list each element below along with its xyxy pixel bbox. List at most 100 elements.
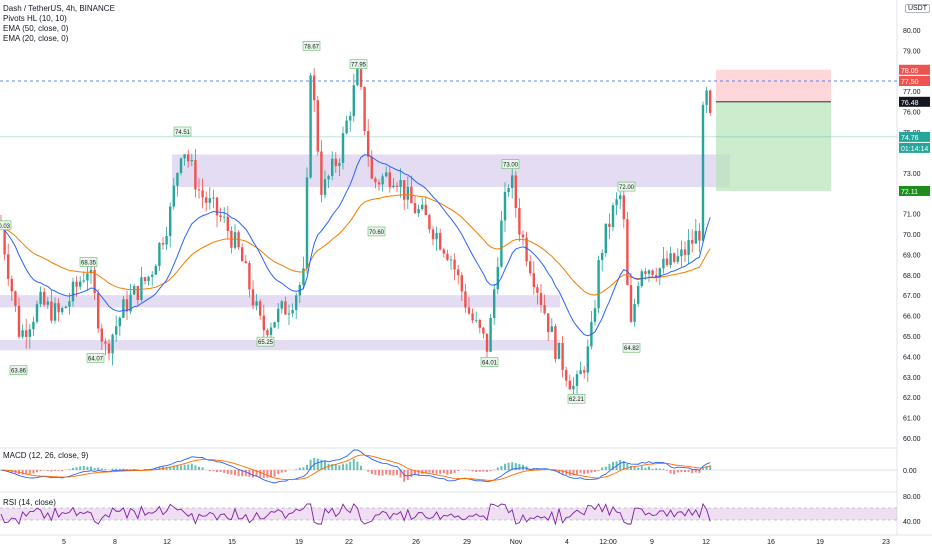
price-axis-tick: 68.00	[903, 273, 921, 280]
macd-histogram-bar	[454, 470, 456, 473]
pivot-label-text: 64.82	[624, 346, 640, 352]
price-axis-tick: 80.00	[903, 28, 921, 35]
candle-body	[183, 154, 185, 158]
candle-body	[216, 198, 218, 216]
time-axis-tick: 8	[113, 539, 117, 546]
candle-body	[439, 233, 441, 249]
candle-body	[525, 238, 527, 262]
macd-histogram-bar	[367, 470, 369, 472]
candle-body	[39, 292, 41, 304]
candle-body	[349, 116, 351, 120]
candle-body	[428, 215, 430, 229]
macd-histogram-bar	[230, 470, 232, 474]
candle-body	[191, 160, 193, 161]
candle-body	[353, 85, 355, 116]
candle-body	[320, 152, 322, 195]
candle-body	[551, 326, 553, 332]
candle-body	[482, 328, 484, 334]
price-tag-text: 78.05	[901, 68, 919, 75]
candle-body	[209, 198, 211, 203]
macd-histogram-bar	[598, 470, 600, 471]
pivot-label: 68.35	[80, 258, 97, 267]
pivot-label-text: 62.21	[569, 397, 585, 403]
macd-label: MACD (12, 26, close, 9)	[3, 451, 88, 460]
pivot-label-text: 64.01	[482, 361, 498, 367]
macd-histogram-bar	[518, 464, 520, 470]
macd-histogram-bar	[86, 467, 88, 470]
candle-body	[101, 328, 103, 341]
candle-body	[345, 121, 347, 134]
candle-body	[47, 301, 49, 304]
candle-body	[255, 301, 257, 305]
candle-body	[187, 154, 189, 161]
candle-body	[212, 198, 214, 199]
zone-upper	[172, 154, 730, 187]
macd-histogram-bar	[274, 470, 276, 477]
candle-body	[396, 186, 398, 187]
candle-body	[493, 289, 495, 318]
macd-histogram-bar	[306, 465, 308, 470]
macd-histogram-bar	[277, 470, 279, 474]
macd-histogram-bar	[202, 467, 204, 470]
candle-body	[464, 291, 466, 307]
macd-histogram-bar	[479, 470, 481, 472]
candle-body	[619, 195, 621, 199]
macd-histogram-bar	[436, 470, 438, 474]
candle-body	[705, 91, 707, 105]
candle-body	[176, 173, 178, 186]
price-axis-tick: 63.00	[903, 375, 921, 382]
candle-body	[317, 100, 319, 151]
candle-body	[687, 240, 689, 255]
candle-body	[471, 314, 473, 321]
macd-histogram-bar	[22, 470, 24, 475]
candle-body	[507, 188, 509, 192]
pivot-label: 72.00	[618, 182, 635, 191]
pivot-label: 64.82	[623, 343, 640, 352]
price-axis-tick: 61.00	[903, 416, 921, 423]
candle-body	[327, 176, 329, 179]
macd-histogram-bar	[644, 468, 646, 470]
candle-body	[219, 215, 221, 217]
candle-body	[119, 318, 121, 326]
candle-body	[356, 67, 358, 86]
price-tag-text: 72.11	[901, 189, 918, 196]
candle-body	[65, 307, 67, 308]
candle-body	[79, 281, 81, 286]
macd-histogram-bar	[338, 465, 340, 470]
macd-histogram-bar	[36, 470, 38, 472]
macd-histogram-bar	[115, 469, 117, 470]
candle-body	[698, 231, 700, 241]
chart-legend: Dash / TetherUS, 4h, BINANCE Pivots HL (…	[3, 4, 115, 44]
macd-histogram-bar	[61, 470, 63, 471]
candle-body	[572, 386, 574, 389]
macd-histogram-bar	[227, 470, 229, 474]
price-axis-tick: 64.00	[903, 354, 921, 361]
candle-body	[446, 254, 448, 260]
candle-body	[468, 308, 470, 314]
candle-body	[497, 267, 499, 290]
candle-body	[597, 260, 599, 308]
pivot-label-text: 72.00	[619, 185, 635, 191]
currency-badge[interactable]: USDT	[905, 4, 930, 13]
macd-histogram-bar	[475, 470, 477, 472]
candle-body	[554, 326, 556, 359]
candle-body	[97, 293, 99, 328]
macd-histogram-bar	[688, 470, 690, 472]
legend-title: Dash / TetherUS, 4h, BINANCE	[3, 4, 115, 14]
candle-body	[583, 370, 585, 372]
candle-body	[331, 159, 333, 176]
candle-body	[194, 160, 196, 189]
candle-body	[111, 335, 113, 354]
macd-histogram-bar	[317, 459, 319, 470]
zone-mid-right	[305, 295, 560, 307]
macd-histogram-bar	[576, 470, 578, 475]
candle-body	[259, 301, 261, 315]
macd-histogram-bar	[335, 464, 337, 470]
macd-histogram-bar	[410, 470, 412, 477]
time-axis-tick: 26	[412, 539, 420, 546]
candle-body	[11, 279, 13, 291]
macd-histogram-bar	[677, 470, 679, 472]
macd-histogram-bar	[634, 467, 636, 470]
candle-body	[432, 229, 434, 239]
